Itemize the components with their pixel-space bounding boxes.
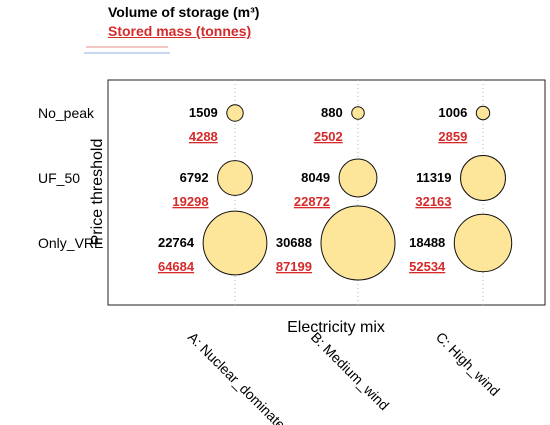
volume-label-3: 1006 xyxy=(438,105,467,120)
mass-label-8: 87199 xyxy=(276,259,312,274)
plot-area xyxy=(107,79,546,306)
y-axis-title: Price threshold xyxy=(89,139,106,246)
mass-label-7: 64684 xyxy=(158,259,195,274)
bubble-6 xyxy=(460,155,506,201)
row-label-2: UF_50 xyxy=(38,170,80,186)
mass-label-6: 32163 xyxy=(415,194,451,209)
volume-label-2: 880 xyxy=(321,105,343,120)
mass-label-9: 52534 xyxy=(409,259,446,274)
mass-label-3: 2859 xyxy=(438,129,467,144)
volume-label-5: 8049 xyxy=(301,170,330,185)
mass-label-2: 2502 xyxy=(314,129,343,144)
volume-label-7: 22764 xyxy=(158,235,195,250)
mass-label-1: 4288 xyxy=(189,129,218,144)
row-label-1: No_peak xyxy=(38,105,95,121)
bubble-2 xyxy=(351,106,365,120)
volume-label-6: 11319 xyxy=(416,170,451,185)
bubble-9 xyxy=(453,213,513,273)
volume-label-9: 18488 xyxy=(409,235,445,250)
legend-mass-label: Stored mass (tonnes) xyxy=(108,23,252,39)
bubble-3 xyxy=(475,105,491,121)
row-label-3: Only_VRE xyxy=(38,235,103,251)
x-category-1: A: Nuclear_dominated xyxy=(185,329,294,425)
legend-volume-label: Volume of storage (m³) xyxy=(108,4,260,20)
bubble-8 xyxy=(320,205,396,281)
bubble-4 xyxy=(217,160,253,196)
x-category-3: C: High_wind xyxy=(433,329,503,399)
bubble-7 xyxy=(202,210,268,276)
volume-label-1: 1509 xyxy=(189,105,218,120)
mass-label-4: 19298 xyxy=(172,194,208,209)
x-category-2: B: Medium_wind xyxy=(308,329,392,413)
bubble-1 xyxy=(226,104,244,122)
mass-label-5: 22872 xyxy=(294,194,330,209)
volume-label-4: 6792 xyxy=(180,170,209,185)
x-axis-title: Electricity mix xyxy=(287,319,385,336)
volume-label-8: 30688 xyxy=(276,235,312,250)
legend-smudge xyxy=(84,46,170,54)
bubble-5 xyxy=(338,158,378,198)
